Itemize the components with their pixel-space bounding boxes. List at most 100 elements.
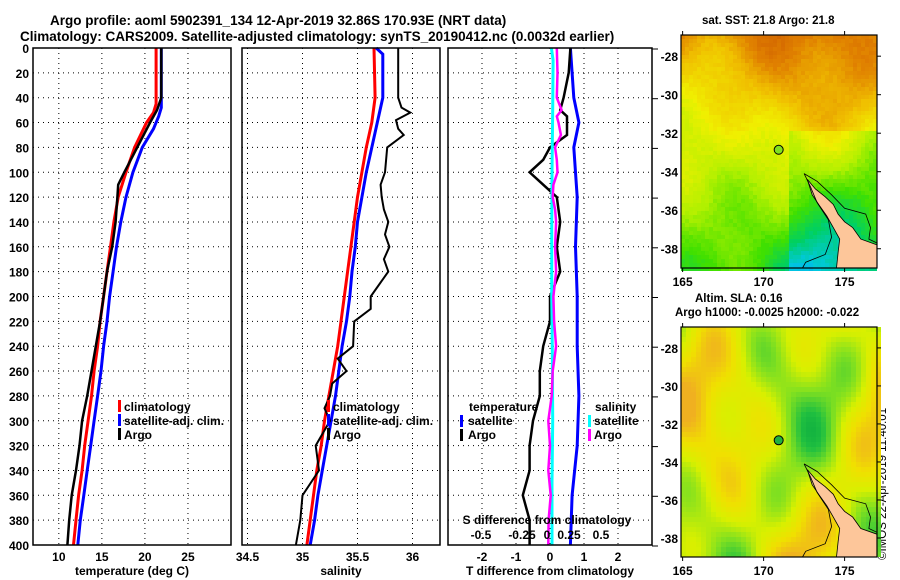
map-pixel: [685, 255, 689, 259]
map-pixel: [705, 203, 709, 207]
map-pixel: [871, 452, 876, 457]
map-pixel: [691, 492, 696, 497]
map-pixel: [781, 67, 785, 71]
map-pixel: [825, 91, 829, 95]
map-pixel: [786, 507, 791, 512]
map-pixel: [733, 203, 737, 207]
map-pixel: [753, 163, 757, 167]
map-pixel: [701, 215, 705, 219]
map-pixel: [761, 87, 765, 91]
map-pixel: [686, 337, 691, 342]
map-pixel: [769, 91, 773, 95]
map-pixel: [771, 527, 776, 532]
map-pixel: [701, 255, 705, 259]
map-pixel: [741, 187, 745, 191]
map-pixel: [701, 432, 706, 437]
map-pixel: [813, 119, 817, 123]
legend-swatch: [118, 400, 121, 412]
map-pixel: [729, 195, 733, 199]
map-pixel: [806, 372, 811, 377]
map-pixel: [741, 171, 745, 175]
map-pixel: [793, 175, 797, 179]
map-pixel: [765, 239, 769, 243]
map-pixel: [693, 183, 697, 187]
map-pixel: [865, 75, 869, 79]
map-pixel: [836, 347, 841, 352]
map-pixel: [709, 199, 713, 203]
map-pixel: [861, 497, 866, 502]
map-pixel: [769, 151, 773, 155]
map-pixel: [805, 71, 809, 75]
map-pixel: [817, 251, 821, 255]
map-pixel: [781, 223, 785, 227]
map-pixel: [736, 517, 741, 522]
map-pixel: [816, 347, 821, 352]
map-pixel: [721, 155, 725, 159]
map-pixel: [836, 397, 841, 402]
map-pixel: [726, 372, 731, 377]
map-pixel: [761, 492, 766, 497]
map-pixel: [857, 175, 861, 179]
map-pixel: [721, 437, 726, 442]
map-pixel: [746, 367, 751, 372]
map-pixel: [811, 397, 816, 402]
map-pixel: [773, 111, 777, 115]
map-pixel: [776, 377, 781, 382]
map-pixel: [701, 99, 705, 103]
map-pixel: [853, 159, 857, 163]
map-pixel: [756, 472, 761, 477]
map-pixel: [696, 397, 701, 402]
map-pixel: [681, 51, 685, 55]
map-pixel: [805, 155, 809, 159]
map-pixel: [801, 477, 806, 482]
legend-label: Argo: [468, 428, 496, 442]
map-pixel: [761, 337, 766, 342]
map-pixel: [865, 99, 869, 103]
map-pixel: [693, 127, 697, 131]
map-pixel: [809, 51, 813, 55]
map-pixel: [756, 452, 761, 457]
map-pixel: [721, 352, 726, 357]
map-pixel: [849, 179, 853, 183]
map-pixel: [836, 437, 841, 442]
map-pixel: [781, 442, 786, 447]
map-pixel: [865, 179, 869, 183]
map-pixel: [729, 155, 733, 159]
map-pixel: [761, 542, 766, 547]
map-pixel: [709, 227, 713, 231]
map-pixel: [876, 382, 881, 387]
map-pixel: [716, 412, 721, 417]
map-pixel: [731, 537, 736, 542]
map-pixel: [776, 362, 781, 367]
map-pixel: [801, 111, 805, 115]
map-pixel: [846, 422, 851, 427]
map-pixel: [711, 357, 716, 362]
map-pixel: [857, 71, 861, 75]
map-pixel: [831, 477, 836, 482]
map-pixel: [841, 215, 845, 219]
map-pixel: [853, 223, 857, 227]
map-pixel: [756, 427, 761, 432]
map-pixel: [766, 482, 771, 487]
map-pixel: [733, 175, 737, 179]
map-pixel: [711, 542, 716, 547]
map-pixel: [696, 417, 701, 422]
map-pixel: [686, 357, 691, 362]
map-pixel: [821, 155, 825, 159]
map-pixel: [793, 255, 797, 259]
map-pixel: [781, 327, 786, 332]
map-pixel: [696, 537, 701, 542]
map-pixel: [873, 71, 877, 75]
map-pixel: [693, 219, 697, 223]
map-pixel: [701, 91, 705, 95]
series-line-salinity-satellite: [549, 47, 555, 545]
map-pixel: [736, 372, 741, 377]
map-pixel: [753, 79, 757, 83]
map-pixel: [736, 492, 741, 497]
map-pixel: [761, 512, 766, 517]
map-pixel: [757, 135, 761, 139]
map-pixel: [781, 352, 786, 357]
map-pixel: [777, 207, 781, 211]
map-pixel: [691, 507, 696, 512]
map-pixel: [837, 79, 841, 83]
